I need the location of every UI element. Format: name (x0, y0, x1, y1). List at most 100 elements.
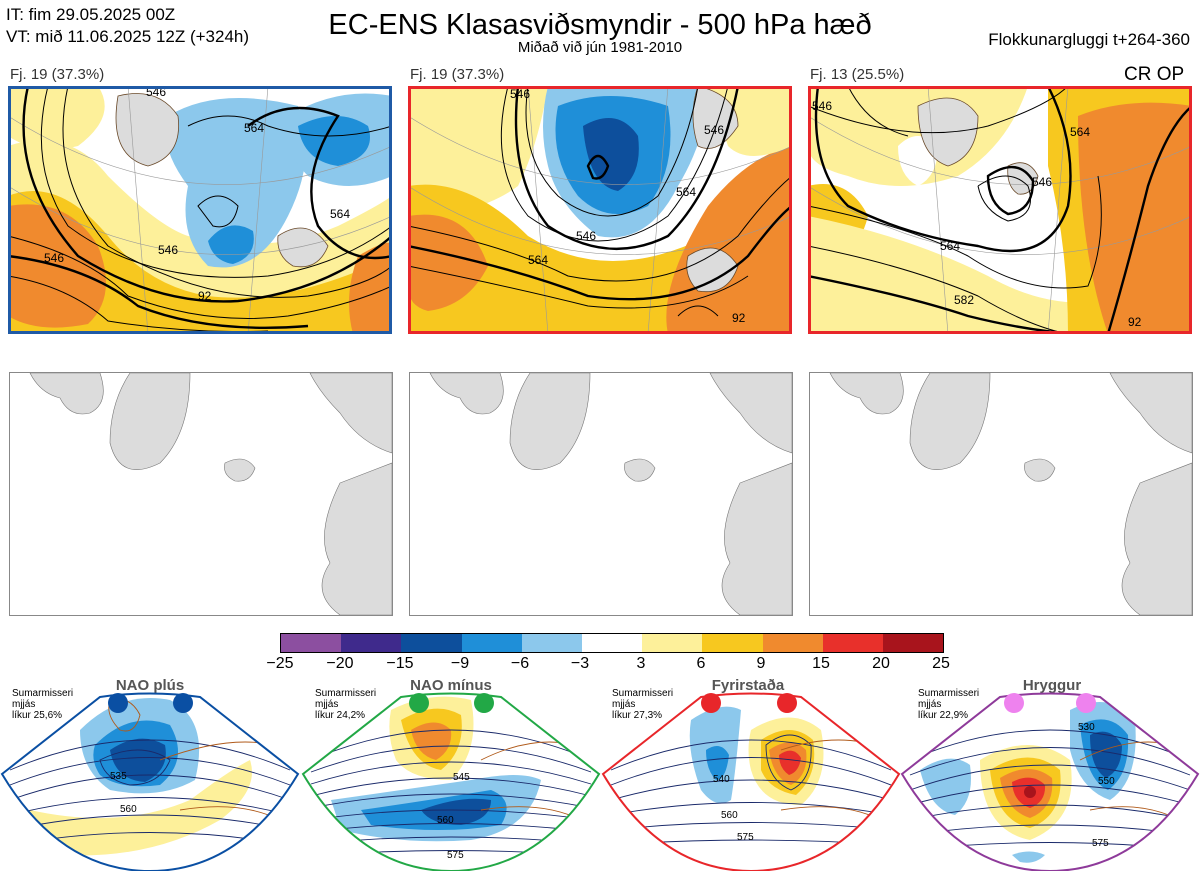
regime-3-map: 540 560 575 (601, 692, 901, 871)
colorbar (280, 633, 944, 653)
regime-2-name: NAO mínus (410, 677, 492, 694)
panel-2-label: Fj. 19 (37.3%) (410, 66, 505, 83)
colorbar-tick: 20 (872, 655, 890, 672)
colorbar-tick: 9 (756, 655, 766, 672)
regime-3-dot-right (777, 693, 797, 713)
contour-label: 564 (244, 121, 264, 135)
contour-label: 560 (721, 810, 738, 821)
landmask-map-3 (809, 372, 1193, 616)
regime-months: mjjás (12, 699, 36, 710)
page-subtitle: Miðað við jún 1981-2010 (517, 39, 683, 56)
colorbar-tick: 25 (932, 655, 950, 672)
cluster-map-1: 546 564 546 564 546 92 (8, 86, 392, 334)
contour-label: 546 (510, 87, 530, 101)
regime-3-dot-left (701, 693, 721, 713)
regime-2-map: 545 560 575 (301, 692, 601, 871)
contour-label: 546 (44, 251, 64, 265)
contour-label: 564 (528, 253, 548, 267)
regime-1-name: NAO plús (115, 677, 185, 694)
regime-season: Sumarmisseri (315, 688, 377, 699)
regime-season: Sumarmisseri (918, 688, 980, 699)
cluster-map-2: 546 546 564 564 546 92 (408, 86, 792, 334)
colorbar-segment (882, 634, 944, 652)
panel-1-label: Fj. 19 (37.3%) (10, 66, 105, 83)
panel-2-frame (408, 86, 792, 334)
contour-label: 535 (110, 771, 127, 782)
regime-probability: líkur 24,2% (315, 710, 366, 721)
colorbar-segment (762, 634, 823, 652)
regime-1-dot-left (108, 693, 128, 713)
colorbar-segment (341, 634, 402, 652)
regime-4-name: Hryggur (1022, 677, 1082, 694)
contour-label: 575 (447, 850, 464, 861)
crop-label: CR OP (1124, 64, 1185, 85)
contour-label: 564 (676, 185, 696, 199)
contour-label: 564 (1070, 125, 1090, 139)
contour-label: 546 (812, 99, 832, 113)
regime-2-dot-left (409, 693, 429, 713)
landmask-map-2 (409, 372, 793, 616)
contour-label: 560 (437, 815, 454, 826)
colorbar-segment (281, 634, 342, 652)
colorbar-segment (521, 634, 582, 652)
panel-3-label: Fj. 13 (25.5%) (810, 66, 905, 83)
landmask-map-1 (9, 372, 393, 616)
contour-label: 92 (1128, 315, 1142, 329)
colorbar-segment (581, 634, 643, 652)
header-info: IT: fim 29.05.2025 00Z VT: mið 11.06.202… (6, 4, 249, 48)
contour-label: 564 (940, 239, 960, 253)
regime-4-info: Sumarmisseri mjjás líkur 22,9% (918, 688, 979, 721)
panel-1-frame (8, 86, 392, 334)
regime-1-info: Sumarmisseri mjjás líkur 25,6% (12, 688, 73, 721)
regime-months: mjjás (315, 699, 339, 710)
colorbar-segment (461, 634, 522, 652)
classification-window: Flokkunargluggi t+264-360 (988, 30, 1190, 49)
colorbar-segment (702, 634, 763, 652)
contour-label: 545 (453, 772, 470, 783)
contour-label: 564 (330, 207, 350, 221)
regime-season: Sumarmisseri (612, 688, 674, 699)
regime-3-info: Sumarmisseri mjjás líkur 27,3% (612, 688, 673, 721)
contour-label: 546 (146, 86, 166, 99)
regime-2-dot-right (474, 693, 494, 713)
colorbar-tick: 15 (812, 655, 830, 672)
contour-label: 546 (158, 243, 178, 257)
colorbar-tick: −15 (386, 655, 414, 672)
colorbar-tick: −6 (510, 655, 530, 672)
contour-label: 575 (1092, 838, 1109, 849)
contour-label: 582 (954, 293, 974, 307)
regime-probability: líkur 22,9% (918, 710, 969, 721)
regime-1-map: 535 560 (0, 692, 300, 871)
colorbar-tick: −3 (570, 655, 590, 672)
panel-3-frame (808, 86, 1192, 334)
colorbar-tick: −20 (326, 655, 354, 672)
regime-1-dot-right (173, 693, 193, 713)
contour-label: 546 (704, 123, 724, 137)
regime-4-dot-right (1076, 693, 1096, 713)
contour-label: 550 (1098, 776, 1115, 787)
regime-3-name: Fyrirstaða (711, 677, 785, 694)
contour-label: 540 (713, 774, 730, 785)
colorbar-tick: −9 (450, 655, 470, 672)
contour-label: 546 (1032, 175, 1052, 189)
valid-time: VT: mið 11.06.2025 12Z (+324h) (6, 27, 250, 46)
regime-4-dot-left (1004, 693, 1024, 713)
colorbar-tick: 6 (696, 655, 706, 672)
contour-label: 575 (737, 832, 754, 843)
regime-4-map: 530 550 575 (900, 692, 1200, 871)
regime-2-info: Sumarmisseri mjjás líkur 24,2% (315, 688, 376, 721)
regime-season: Sumarmisseri (12, 688, 74, 699)
contour-label: 546 (576, 229, 596, 243)
colorbar-segment (822, 634, 883, 652)
regime-months: mjjás (918, 699, 942, 710)
page-title: EC-ENS Klasasviðsmyndir - 500 hPa hæð (328, 9, 872, 41)
colorbar-segment (642, 634, 703, 652)
initial-time: IT: fim 29.05.2025 00Z (6, 5, 176, 24)
contour-label: 530 (1078, 722, 1095, 733)
contour-label: 92 (198, 289, 212, 303)
regime-months: mjjás (612, 699, 636, 710)
contour-label: 92 (732, 311, 746, 325)
cluster-map-3: 546 564 546 564 582 92 (808, 86, 1192, 334)
colorbar-tick: 3 (636, 655, 646, 672)
regime-probability: líkur 25,6% (12, 710, 63, 721)
